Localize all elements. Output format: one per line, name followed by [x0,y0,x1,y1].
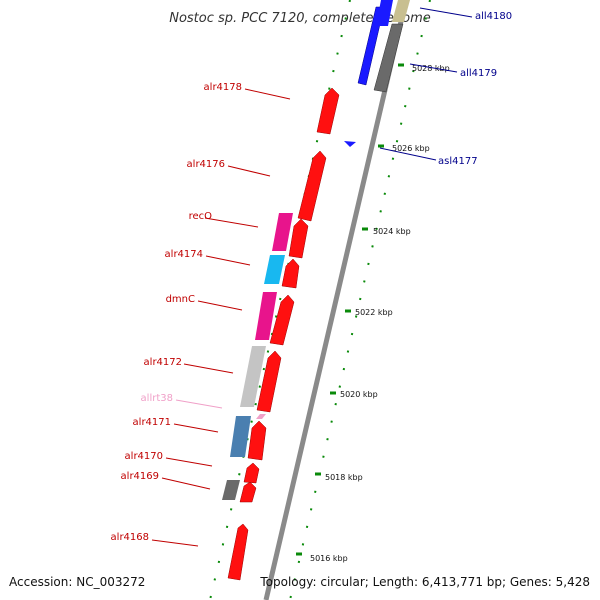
tick-label: 5020 kbp [340,390,378,399]
gene-label: allrt38 [141,393,173,404]
gene-gray-block[interactable] [373,23,404,93]
gene-alr4168[interactable] [227,523,249,581]
gene-alr4169[interactable] [239,481,257,503]
gene-label: alr4174 [165,249,203,260]
gene-label: alr4169 [121,471,159,482]
gene-alr4172[interactable] [256,350,282,413]
gene-recO[interactable] [288,218,309,259]
block-pink-recO[interactable] [272,213,293,251]
gene-alr4174[interactable] [281,258,300,289]
gene-label: all4179 [460,68,497,79]
gene-allrt38[interactable] [256,414,266,419]
right-guide-line [289,0,431,600]
reverse-strand-genes [344,0,410,147]
leader-line [165,457,213,467]
forward-strand-genes [227,87,340,581]
gene-alr4171[interactable] [247,420,267,461]
block-pink-dmnC[interactable] [255,292,277,340]
leader-line [161,477,211,490]
gene-label: alr4172 [144,357,182,368]
gene-label: alr4176 [187,159,225,170]
gene-label: dmnC [166,294,195,305]
gene-label: alr4168 [111,532,149,543]
tick-label: 5016 kbp [310,554,348,563]
gene-asl4177[interactable] [344,141,356,147]
gene-label: alr4171 [133,417,171,428]
leader-line [183,363,234,374]
leader-line [244,88,291,100]
gene-alr4170[interactable] [243,462,260,484]
topology-text: Topology: circular; Length: 6,413,771 bp… [259,575,590,589]
tick-label: 5028 kbp [412,64,450,73]
gene-alr4176[interactable] [297,150,327,222]
leader-line [151,539,199,547]
leader-line [173,423,219,433]
gene-label: all4180 [475,11,512,22]
block-cyan-alr4174[interactable] [264,255,285,284]
leader-line [197,300,243,311]
gene-label: alr4178 [204,82,242,93]
gene-alr4178[interactable] [316,87,340,135]
block-lightgray[interactable] [240,346,266,407]
gene-all4180-part[interactable] [376,0,393,26]
leader-line [175,399,223,409]
tick-label: 5022 kbp [355,308,393,317]
block-darkgray[interactable] [222,480,240,500]
tick-label: 5018 kbp [325,473,363,482]
leader-line [227,165,271,177]
feature-blocks [222,213,293,500]
tick-marks [296,63,404,556]
gene-dmnC[interactable] [269,294,295,346]
gene-label: asl4177 [438,156,478,167]
leader-line [409,63,458,73]
genome-backbone [263,0,409,600]
leader-line [204,217,259,228]
leader-line [379,147,437,161]
tick-label: 5026 kbp [392,144,430,153]
gene-label: recO [189,211,213,222]
tick-label: 5024 kbp [373,227,411,236]
block-steelblue[interactable] [230,416,251,457]
map-title: Nostoc sp. PCC 7120, complete genome [169,11,431,26]
gene-olive-block[interactable] [392,0,410,22]
leader-line [419,7,473,18]
leader-line [205,255,251,266]
gene-label: alr4170 [125,451,163,462]
accession-text: Accession: NC_003272 [9,575,145,589]
